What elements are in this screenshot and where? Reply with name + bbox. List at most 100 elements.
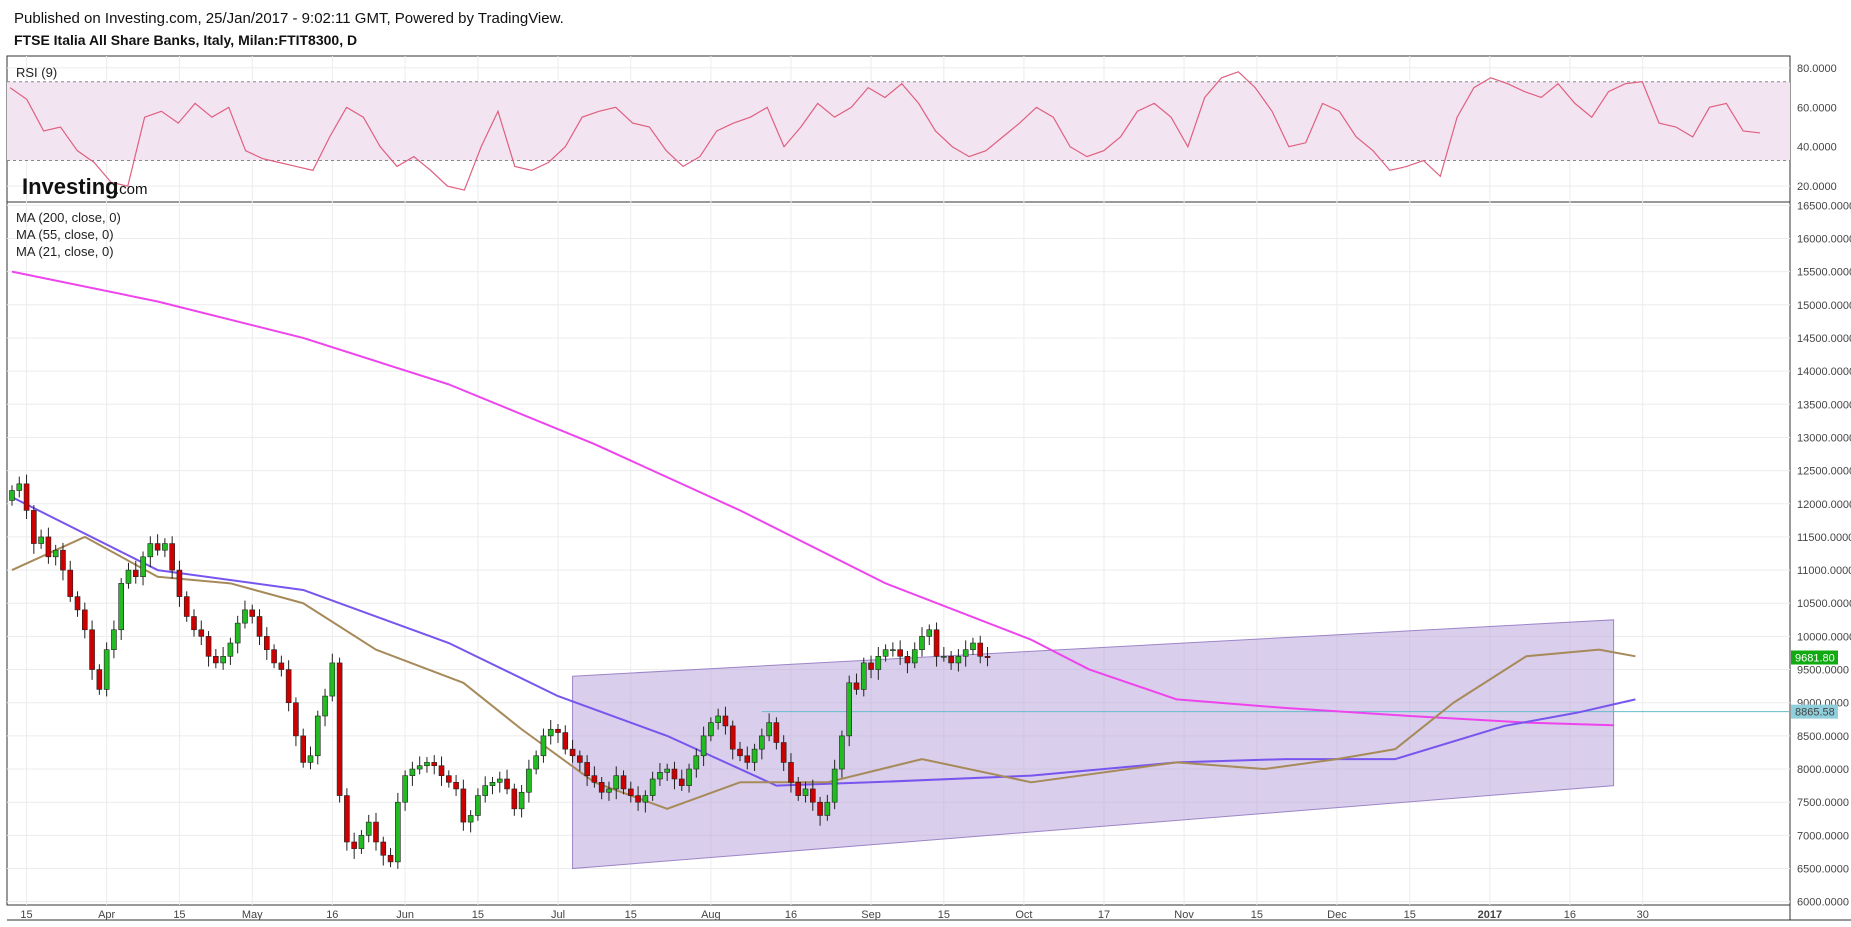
candle xyxy=(759,728,765,760)
price-y-tick-label: 14500.0000 xyxy=(1797,333,1851,345)
candle-body-down xyxy=(344,795,350,843)
candle-body-up xyxy=(16,483,23,491)
candle xyxy=(606,781,612,801)
candle xyxy=(817,796,823,826)
candle xyxy=(162,538,168,558)
candle-body-up xyxy=(700,735,707,757)
x-tick-label: 16 xyxy=(1564,909,1576,921)
candle-body-up xyxy=(409,768,416,776)
candle-body-down xyxy=(278,662,285,670)
price-y-tick-label: 15500.0000 xyxy=(1797,267,1851,279)
candle xyxy=(482,776,489,803)
x-tick-label: Sep xyxy=(861,909,881,921)
candle-body-down xyxy=(387,854,394,863)
candle-body-down xyxy=(744,755,751,763)
candle xyxy=(737,741,743,762)
candle-body-up xyxy=(242,609,248,624)
last-price-badge xyxy=(1791,650,1838,665)
candle-body-down xyxy=(511,788,518,810)
candle xyxy=(751,743,758,772)
candles[interactable] xyxy=(9,474,991,869)
candle xyxy=(467,810,474,833)
rsi-layer xyxy=(7,71,1790,191)
candle-body-down xyxy=(809,788,816,803)
candle xyxy=(962,640,969,667)
candle-body-down xyxy=(198,629,205,637)
candle xyxy=(955,649,962,672)
candle-body-down xyxy=(263,636,270,650)
candle xyxy=(788,753,794,793)
candle xyxy=(176,560,183,607)
candle-body-down xyxy=(249,609,256,617)
candle-body-up xyxy=(911,649,918,664)
candle xyxy=(882,644,889,662)
candle xyxy=(613,766,620,800)
candle-body-up xyxy=(751,748,758,763)
candle xyxy=(336,657,343,803)
candle-body-up xyxy=(759,735,765,750)
candle-body-up xyxy=(824,801,831,816)
candle-body-down xyxy=(977,642,984,657)
candle-body-down xyxy=(213,655,219,664)
rsi-line xyxy=(9,71,1761,191)
candle xyxy=(598,777,605,800)
candle-body-up xyxy=(875,655,882,670)
candle-body-down xyxy=(205,636,212,657)
candle xyxy=(664,763,671,781)
candle xyxy=(38,529,44,549)
candle xyxy=(831,759,838,810)
candle-body-down xyxy=(74,596,81,611)
candle xyxy=(948,650,954,670)
candle-body-up xyxy=(395,801,401,863)
candle-body-up xyxy=(919,636,925,650)
candle xyxy=(380,836,387,866)
candle-body-up xyxy=(860,662,867,690)
ma55-legend: MA (55, close, 0) xyxy=(16,227,114,242)
candle xyxy=(890,642,896,657)
ma200-line xyxy=(11,270,1614,727)
x-tick-label: 17 xyxy=(1098,909,1110,921)
candle xyxy=(518,784,525,818)
candle-body-down xyxy=(293,702,299,737)
candle-body-up xyxy=(111,629,117,650)
candle xyxy=(802,781,809,803)
candle xyxy=(183,591,190,622)
candle xyxy=(977,635,984,664)
candle-body-down xyxy=(773,722,780,743)
candle-body-up xyxy=(227,642,234,657)
candle xyxy=(431,755,438,775)
x-tick-label: Nov xyxy=(1174,909,1194,921)
price-y-tick-label: 14000.0000 xyxy=(1797,366,1851,378)
candle-body-up xyxy=(941,655,947,658)
candle-body-down xyxy=(904,655,911,664)
candle xyxy=(824,794,831,821)
candle-body-up xyxy=(482,785,489,796)
candle-body-down xyxy=(868,662,874,670)
candle xyxy=(227,637,234,665)
candle xyxy=(460,779,467,831)
candle xyxy=(191,609,197,637)
candle-body-down xyxy=(984,655,991,658)
candle-body-down xyxy=(67,569,74,597)
candle xyxy=(533,750,539,775)
x-tick-label: Jul xyxy=(551,909,565,921)
candle xyxy=(642,790,649,813)
candle-body-up xyxy=(38,536,44,544)
candle-body-down xyxy=(271,649,277,664)
candle-body-down xyxy=(577,755,583,763)
candle-body-up xyxy=(926,629,933,637)
candle xyxy=(511,783,518,816)
candle xyxy=(322,688,328,727)
candle xyxy=(773,717,780,750)
candle xyxy=(358,830,365,854)
candle-body-up xyxy=(715,715,721,723)
candle xyxy=(577,750,583,772)
ma200-legend: MA (200, close, 0) xyxy=(16,210,121,225)
price-y-tick-label: 12000.0000 xyxy=(1797,499,1851,511)
candle xyxy=(445,770,452,788)
candle xyxy=(475,788,481,821)
candle xyxy=(16,476,23,498)
candle xyxy=(504,769,510,795)
candle xyxy=(700,726,707,767)
